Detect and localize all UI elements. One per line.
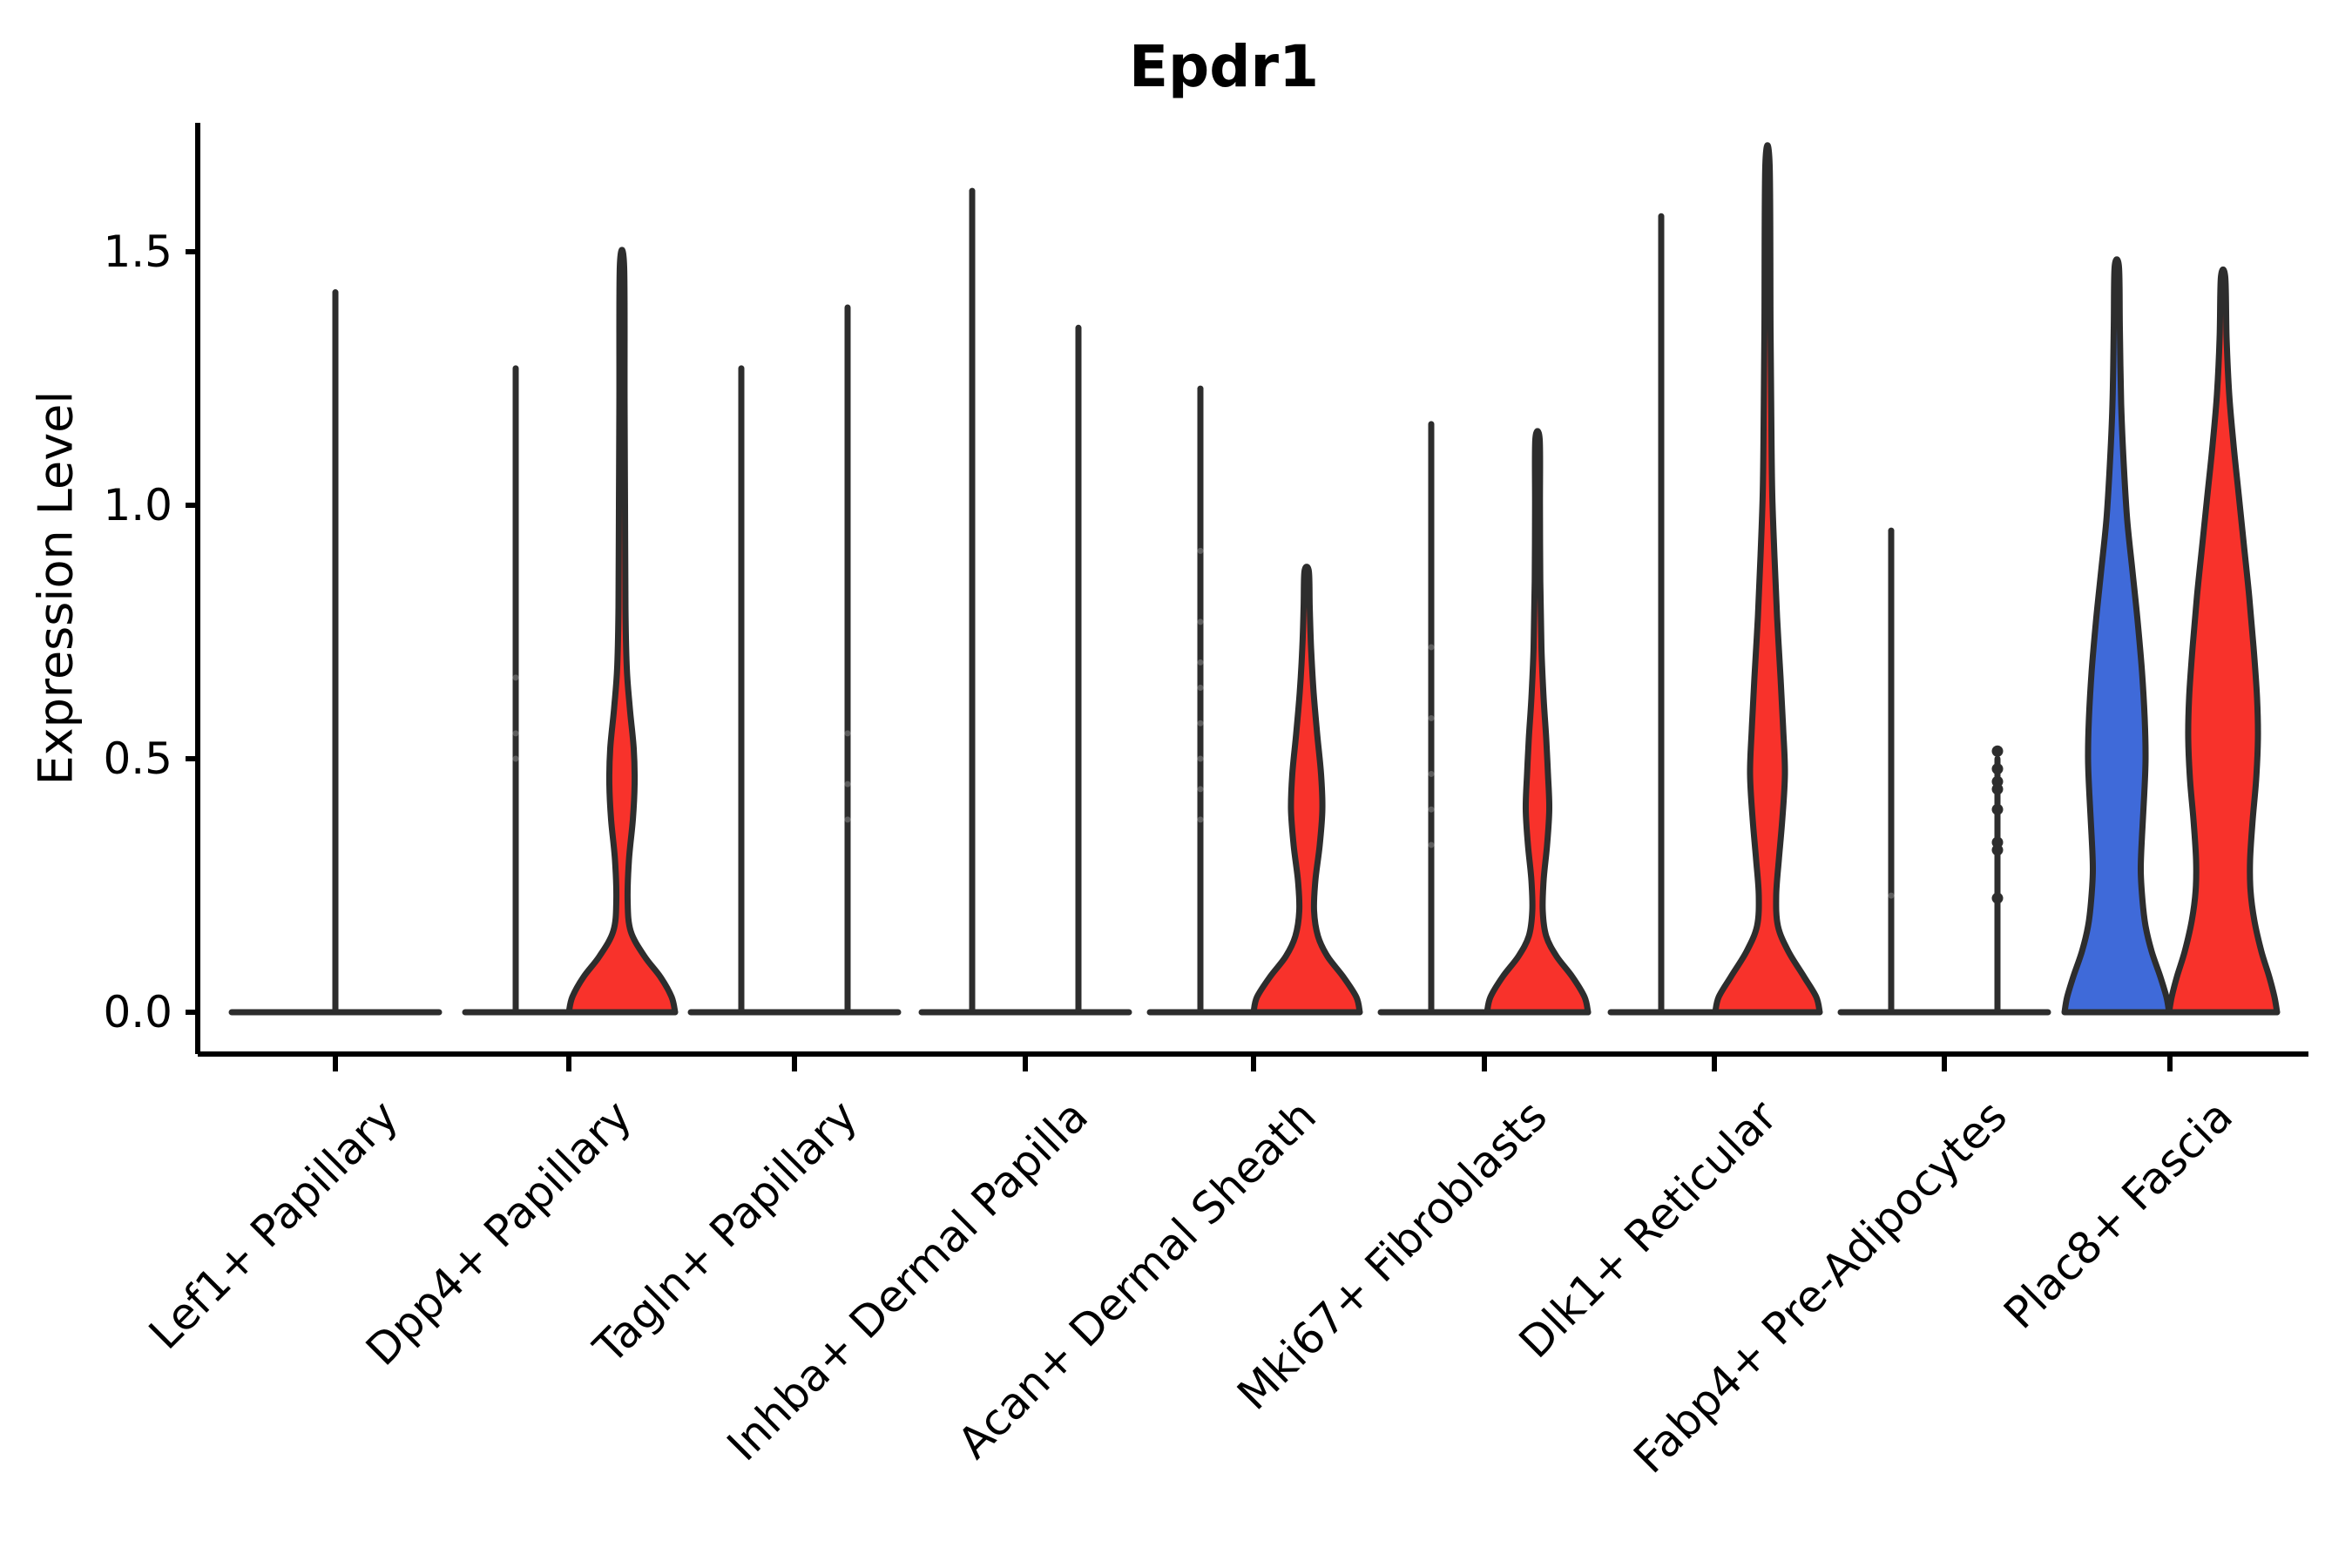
expression-point [1428, 841, 1435, 848]
expression-point [1197, 618, 1204, 625]
y-tick-label-1.0: 1.0 [103, 480, 172, 531]
violin-shape [1250, 564, 1363, 1016]
expression-point [1428, 714, 1435, 721]
expression-point [1991, 763, 2004, 775]
violin-shape [1484, 428, 1592, 1016]
expression-point [1428, 806, 1435, 813]
violin-dpp4-papillary-left [512, 365, 519, 1016]
y-tick-label-0.0: 0.0 [103, 987, 172, 1037]
expression-point [512, 755, 519, 762]
violin-plac8-fascia-right [2166, 266, 2281, 1016]
expression-point [1991, 892, 2004, 904]
violin-shape [1712, 142, 1823, 1016]
violin-shape [2166, 266, 2281, 1016]
expression-point [844, 816, 851, 823]
expression-point [844, 781, 851, 787]
expression-point [1197, 659, 1204, 666]
expression-point [1991, 844, 2004, 856]
expression-point [1197, 816, 1204, 823]
expression-point [1197, 755, 1204, 762]
expression-point [844, 730, 851, 737]
expression-point [1991, 803, 2004, 815]
violin-shape [2061, 256, 2173, 1016]
violin-shape [565, 247, 679, 1016]
y-tick-label-1.5: 1.5 [103, 226, 172, 277]
violin-acan-dermal-sheath-right [1250, 564, 1363, 1016]
violin-fabp4-pre-adipocytes-left [1888, 527, 1895, 1016]
expression-point [512, 674, 519, 681]
expression-point [1197, 720, 1204, 727]
expression-point [1888, 892, 1895, 899]
violin-dpp4-papillary-right [565, 247, 679, 1016]
expression-point [1991, 783, 2004, 795]
violin-dlk1-reticular-right [1712, 142, 1823, 1016]
chart-title: Epdr1 [1128, 33, 1320, 100]
violin-fabp4-pre-adipocytes-right [1991, 745, 2004, 1016]
expression-point [512, 730, 519, 737]
expression-point [1197, 547, 1204, 554]
expression-point [1197, 786, 1204, 793]
expression-point [1991, 745, 2004, 757]
expression-point [1428, 644, 1435, 651]
y-axis-title: Expression Level [28, 390, 84, 786]
violin-plac8-fascia-left [2061, 256, 2173, 1016]
expression-point [1428, 770, 1435, 777]
y-tick-label-0.5: 0.5 [103, 733, 172, 784]
violin-acan-dermal-sheath-left [1197, 385, 1204, 1016]
expression-point [1197, 685, 1204, 692]
violin-mki67-fibroblasts-left [1428, 421, 1435, 1016]
violin-mki67-fibroblasts-right [1484, 428, 1592, 1016]
violin-tagln-papillary-right [844, 304, 851, 1016]
